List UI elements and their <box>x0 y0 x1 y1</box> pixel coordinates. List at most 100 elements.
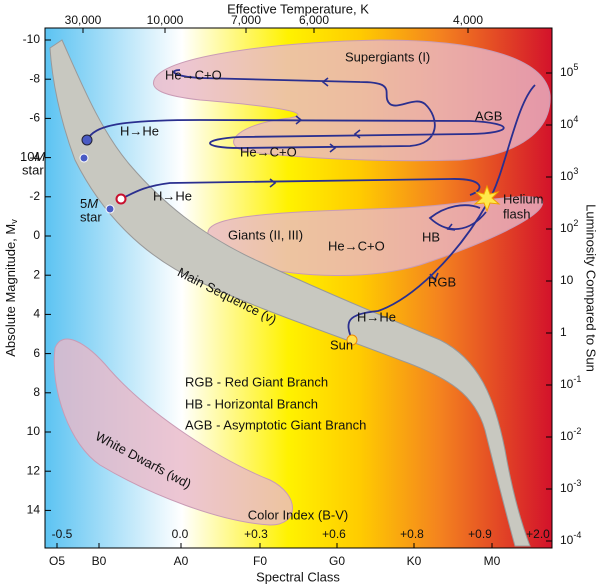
annotation: HB <box>422 229 440 244</box>
track-rgb <box>347 201 489 341</box>
right-tick-exp: 2 <box>573 218 578 228</box>
annotation: H→He <box>153 188 192 203</box>
sun-marker <box>346 334 358 346</box>
bottom-tick-label: K0 <box>407 554 422 568</box>
bottom-tick-label: M0 <box>484 554 501 568</box>
right-axis-title: Luminosity Compared to Sun <box>584 204 599 372</box>
right-tick-label: 104 <box>560 114 578 131</box>
right-tick-base: 10 <box>560 117 574 131</box>
top-axis-title: Effective Temperature, K <box>227 1 369 16</box>
right-tick-label: 10-2 <box>560 426 581 443</box>
annotation: flash <box>503 206 530 221</box>
left-tick-label: 8 <box>33 385 40 399</box>
star-5m-marker <box>115 193 127 205</box>
supergiants-label: Supergiants (I) <box>345 49 430 64</box>
left-tick-label: 0 <box>33 228 40 242</box>
left-tick-label: -4 <box>29 150 40 164</box>
left-axis-title-sub: v <box>9 219 19 224</box>
left-tick-label: 12 <box>27 463 41 477</box>
right-tick-base: 1 <box>560 325 567 339</box>
left-tick-label: 10 <box>27 424 41 438</box>
giants-label: Giants (II, III) <box>228 227 303 242</box>
right-tick-label: 10-4 <box>560 530 581 547</box>
right-tick-label: 102 <box>560 218 578 235</box>
track-5m <box>120 178 481 200</box>
color-index-label: -0.5 <box>52 527 73 541</box>
right-tick-exp: 5 <box>573 62 578 72</box>
star-10m-marker <box>81 134 93 146</box>
left-tick-label: -6 <box>29 111 40 125</box>
top-tick-label: 10,000 <box>147 13 184 27</box>
white-dwarfs-region <box>53 338 293 526</box>
top-tick-label: 30,000 <box>65 13 102 27</box>
color-index-label: +0.6 <box>322 527 346 541</box>
helium-flash-marker <box>473 184 501 213</box>
annotation: RGB <box>428 274 456 289</box>
main-sequence-band <box>49 39 531 547</box>
track-hb <box>428 204 487 230</box>
top-tick-label: 7,000 <box>231 13 261 27</box>
right-tick-exp: 4 <box>573 114 578 124</box>
right-tick-exp: -3 <box>573 478 581 488</box>
color-index-label: +0.9 <box>468 527 492 541</box>
bottom-axis-title: Spectral Class <box>256 569 340 584</box>
left-tick-label: -8 <box>29 71 40 85</box>
color-index-label: +0.3 <box>244 527 268 541</box>
right-tick-label: 10-1 <box>560 374 581 391</box>
annotation: AGB <box>475 108 502 123</box>
right-tick-base: 10 <box>560 533 574 547</box>
right-tick-exp: -1 <box>573 374 581 384</box>
right-tick-exp: -2 <box>573 426 581 436</box>
annotation: He→C+O <box>165 67 222 82</box>
right-tick-base: 10 <box>560 481 574 495</box>
right-tick-base: 10 <box>560 65 574 79</box>
left-tick-label: 2 <box>33 267 40 281</box>
bottom-tick-label: A0 <box>174 554 189 568</box>
annotation: Helium <box>503 191 543 206</box>
color-index-title: Color Index (B-V) <box>248 507 348 522</box>
bottom-tick-label: B0 <box>92 554 107 568</box>
right-tick-base: 10 <box>560 273 574 287</box>
legend-entry: HB - Horizontal Branch <box>185 396 318 411</box>
track-agb <box>487 84 536 203</box>
right-tick-exp: -4 <box>573 530 581 540</box>
right-tick-base: 10 <box>560 169 574 183</box>
right-tick-base: 10 <box>560 377 574 391</box>
star-10m-word: star <box>22 162 44 177</box>
right-tick-label: 105 <box>560 62 578 79</box>
top-tick-label: 4,000 <box>453 13 483 27</box>
left-tick-label: -10 <box>23 32 41 46</box>
star-5m-mass: 5 <box>80 196 87 211</box>
star-5m-word: star <box>80 209 102 224</box>
annotation: H→He <box>120 123 159 138</box>
bottom-tick-label: F0 <box>253 554 267 568</box>
annotation: He→C+O <box>328 238 385 253</box>
star-10m-mass: 10 <box>20 149 34 164</box>
right-tick-label: 10-3 <box>560 478 581 495</box>
left-tick-label: 6 <box>33 346 40 360</box>
supergiants-region <box>153 39 551 162</box>
bottom-tick-label: O5 <box>49 554 65 568</box>
right-tick-base: 10 <box>560 429 574 443</box>
legend-entry: RGB - Red Giant Branch <box>185 374 328 389</box>
right-tick-base: 10 <box>560 221 574 235</box>
annotation: H→He <box>357 309 396 324</box>
track-arrows <box>269 77 456 282</box>
left-axis-title-main: Absolute Magnitude, M <box>3 224 18 357</box>
color-index-label: 0.0 <box>172 527 189 541</box>
left-axis-title: Absolute Magnitude, Mv <box>3 219 19 357</box>
color-index-label: +2.0 <box>526 527 550 541</box>
bottom-tick-label: G0 <box>329 554 345 568</box>
color-index-label: +0.8 <box>400 527 424 541</box>
star-5m-unit: M <box>87 196 98 211</box>
annotation: Sun <box>330 337 353 352</box>
track-10m <box>86 69 505 149</box>
star-5m-origin <box>105 204 115 214</box>
star-10m-origin <box>79 153 89 163</box>
right-tick-label: 10 <box>560 273 574 287</box>
star-10m-label: 10M <box>20 149 45 164</box>
star-5m-label: 5M <box>80 196 98 211</box>
legend-entry: AGB - Asymptotic Giant Branch <box>185 417 366 432</box>
left-tick-label: -2 <box>29 189 40 203</box>
